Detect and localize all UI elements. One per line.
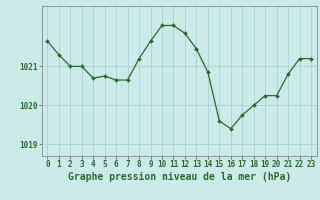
X-axis label: Graphe pression niveau de la mer (hPa): Graphe pression niveau de la mer (hPa) <box>68 172 291 182</box>
